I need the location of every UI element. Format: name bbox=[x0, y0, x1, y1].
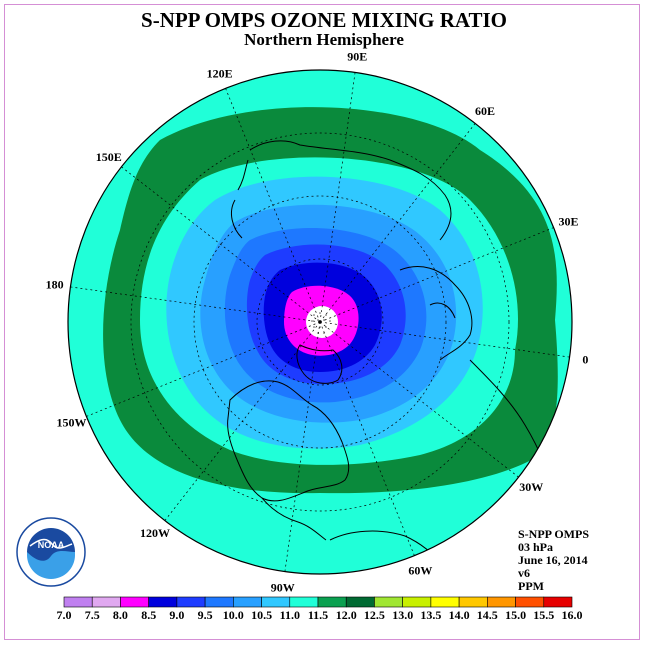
figure-subtitle: Northern Hemisphere bbox=[244, 30, 404, 49]
colorbar-tick-label: 11.5 bbox=[308, 608, 328, 622]
info-version: v6 bbox=[518, 566, 530, 580]
meridian-line bbox=[70, 286, 321, 323]
longitude-label: 90E bbox=[347, 50, 367, 64]
colorbar-swatch bbox=[91, 596, 121, 608]
colorbar-swatch bbox=[345, 596, 375, 608]
longitude-label: 180 bbox=[46, 278, 64, 292]
colorbar-swatch bbox=[120, 596, 149, 608]
colorbar-tick-label: 10.5 bbox=[251, 608, 272, 622]
contour-field bbox=[68, 70, 572, 574]
longitude-label: 150E bbox=[96, 150, 122, 164]
colorbar-swatch bbox=[289, 596, 319, 608]
latitude-circle-20 bbox=[130, 132, 510, 512]
meridian-line bbox=[319, 321, 415, 556]
longitude-label: 150W bbox=[57, 415, 87, 429]
colorbar-tick-label: 15.0 bbox=[505, 608, 526, 622]
noaa-logo: NOAA bbox=[16, 517, 86, 587]
meridian-line bbox=[121, 166, 321, 323]
longitude-label: 90W bbox=[271, 580, 295, 594]
figure-border bbox=[4, 4, 640, 640]
colorbar-tick-label: 8.5 bbox=[141, 608, 156, 622]
coastline-asia bbox=[249, 140, 452, 241]
colorbar-tick-label: 15.5 bbox=[533, 608, 554, 622]
pole-stipple bbox=[311, 312, 331, 334]
colorbar-tick-label: 11.0 bbox=[280, 608, 300, 622]
longitude-label: 120W bbox=[140, 526, 170, 540]
info-level: 03 hPa bbox=[518, 540, 554, 554]
noaa-logo-text: NOAA bbox=[38, 540, 65, 550]
colorbar-tick-label: 7.0 bbox=[57, 608, 72, 622]
map-boundary bbox=[67, 69, 573, 575]
colorbar-swatch bbox=[430, 596, 460, 608]
longitude-label: 120E bbox=[207, 67, 233, 81]
meridian-line bbox=[319, 321, 570, 358]
longitude-label: 30W bbox=[519, 480, 543, 494]
info-date: June 16, 2014 bbox=[518, 553, 588, 567]
colorbar-swatch bbox=[543, 596, 573, 608]
latitude-circle-70 bbox=[256, 258, 384, 386]
coastline-greenland bbox=[296, 344, 343, 384]
longitude-labels: 90E 60E 30E 0 30W 60W 90W 120W 150W 180 150E 120E bbox=[46, 50, 589, 595]
colorbar-tick-label: 13.0 bbox=[392, 608, 413, 622]
coastline-kamchatka bbox=[231, 159, 249, 239]
colorbar-tick-label: 7.5 bbox=[85, 608, 100, 622]
colorbar-tick-label: 10.0 bbox=[223, 608, 244, 622]
colorbar-swatch bbox=[63, 596, 93, 608]
colorbar-swatch bbox=[458, 596, 488, 608]
info-instrument: S-NPP OMPS bbox=[518, 527, 589, 541]
meridian-line bbox=[164, 321, 321, 521]
colorbar-swatch bbox=[148, 596, 178, 608]
meridian-line bbox=[319, 321, 519, 478]
colorbar-swatch bbox=[176, 596, 206, 608]
meridian-line bbox=[284, 321, 321, 572]
longitude-label: 60E bbox=[475, 104, 495, 118]
colorbar-swatch bbox=[317, 596, 347, 608]
colorbar-tick-label: 9.5 bbox=[198, 608, 213, 622]
coastline-mexico bbox=[261, 497, 327, 541]
colorbar-tick-label: 16.0 bbox=[562, 608, 583, 622]
meridian-line bbox=[319, 72, 356, 323]
colorbar-swatch bbox=[204, 596, 234, 608]
colorbar-swatch bbox=[515, 596, 545, 608]
colorbar-tick-label: 14.0 bbox=[449, 608, 470, 622]
info-units: PPM bbox=[518, 579, 544, 593]
colorbar-tick-label: 12.0 bbox=[336, 608, 357, 622]
meridian-line bbox=[225, 88, 321, 323]
figure-title: S-NPP OMPS OZONE MIXING RATIO bbox=[141, 8, 507, 32]
colorbar-tick-label: 8.0 bbox=[113, 608, 128, 622]
colorbar-swatch bbox=[261, 596, 291, 608]
colorbar-tick-label: 12.5 bbox=[364, 608, 385, 622]
meridian-line bbox=[86, 321, 321, 417]
longitude-label: 60W bbox=[408, 564, 432, 578]
longitude-label: 0 bbox=[582, 352, 588, 366]
latitude-circles bbox=[130, 132, 510, 512]
colorbar-swatch bbox=[374, 596, 403, 608]
meridian-lines bbox=[70, 72, 570, 572]
colorbar-swatch bbox=[233, 596, 262, 608]
longitude-label: 30E bbox=[558, 215, 578, 229]
colorbar-swatch bbox=[402, 596, 432, 608]
colorbar-tick-label: 14.5 bbox=[477, 608, 498, 622]
meridian-line bbox=[319, 123, 476, 323]
colorbar-tick-label: 13.5 bbox=[420, 608, 441, 622]
latitude-circle-45 bbox=[193, 195, 447, 449]
meridian-line bbox=[319, 227, 554, 323]
coastline-north-america bbox=[227, 380, 350, 502]
colorbar: 7.0 7.5 8.0 8.5 9.0 9.5 10.0 10.5 11.0 11.5 12.0 12… bbox=[57, 596, 583, 622]
colorbar-tick-label: 9.0 bbox=[169, 608, 184, 622]
colorbar-swatch bbox=[487, 596, 516, 608]
coastline-europe bbox=[399, 266, 473, 361]
